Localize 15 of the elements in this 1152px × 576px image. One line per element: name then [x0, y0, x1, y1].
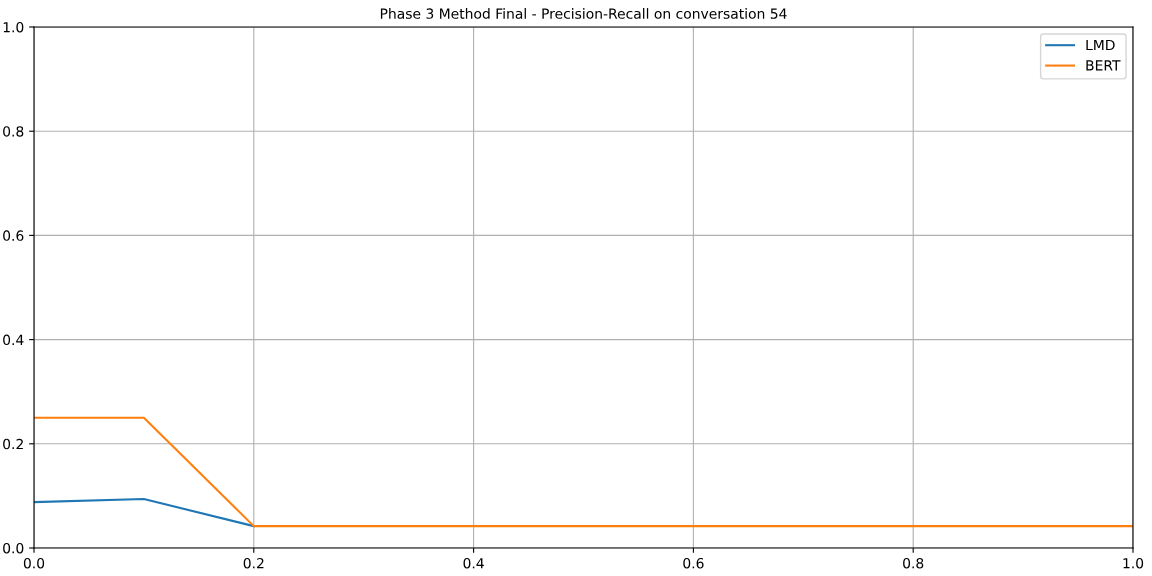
legend-label: LMD — [1086, 39, 1115, 51]
x-tick-label: 0.2 — [243, 557, 264, 569]
y-tick-label: 0.2 — [3, 438, 23, 450]
x-tick-label: 0.8 — [903, 557, 924, 569]
y-tick-label: 1.0 — [3, 21, 24, 33]
legend-label: BERT — [1086, 60, 1121, 71]
x-tick-label: 0.6 — [683, 557, 704, 569]
x-tick-label: 1.0 — [1123, 557, 1144, 569]
chart-title: Phase 3 Method Final - Precision-Recall on conversation 54 — [380, 8, 787, 19]
y-tick-label: 0.0 — [3, 542, 24, 554]
y-tick-label: 0.4 — [3, 334, 24, 346]
y-tick-label: 0.8 — [3, 126, 24, 137]
x-tick-label: 0.0 — [23, 557, 45, 569]
x-tick-label: 0.4 — [463, 557, 484, 569]
y-tick-label: 0.6 — [3, 230, 24, 241]
